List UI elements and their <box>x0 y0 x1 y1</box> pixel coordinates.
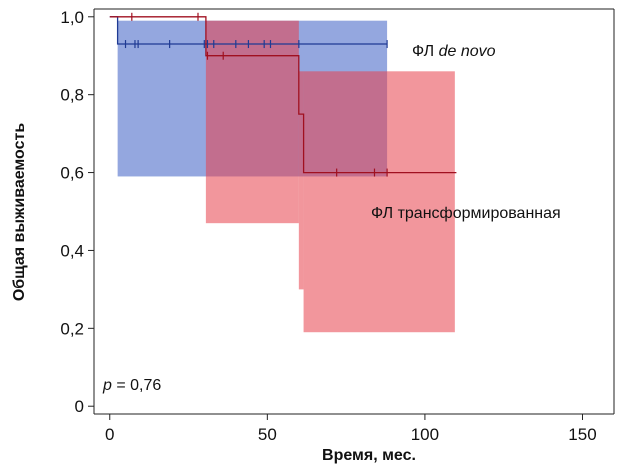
y-tick-label: 0,8 <box>60 86 84 105</box>
y-tick-label: 0,6 <box>60 164 84 183</box>
y-ticks: 0 0,2 0,4 0,6 0,8 1,0 <box>60 8 94 416</box>
survival-curves <box>109 16 457 174</box>
axes <box>93 8 615 415</box>
confidence-bands <box>117 20 455 333</box>
y-tick-label: 0,2 <box>60 319 84 338</box>
y-tick-label: 1,0 <box>60 8 84 27</box>
p-value-text: = 0,76 <box>112 377 161 394</box>
x-axis-title: Время, мес. <box>322 447 416 464</box>
x-ticks: 0 50 100 150 <box>105 414 597 444</box>
x-tick-label: 100 <box>411 425 439 444</box>
series-label-de-novo: ФЛ de novo <box>412 43 496 60</box>
p-value-annotation: p = 0,76 <box>102 377 161 394</box>
ci-band-transformed <box>205 20 299 224</box>
series-line-transformed <box>109 16 457 174</box>
series-label-de-novo-italic: de novo <box>439 43 496 60</box>
ci-band-transformed <box>298 71 304 290</box>
y-axis-title: Общая выживаемость <box>11 123 28 302</box>
x-tick-label: 150 <box>568 425 596 444</box>
series-label-transformed: ФЛ трансформированная <box>371 205 561 222</box>
y-tick-label: 0,4 <box>60 241 84 260</box>
censor-marks <box>124 12 388 177</box>
x-tick-label: 50 <box>258 425 277 444</box>
y-tick-label: 0 <box>75 397 84 416</box>
p-value-symbol: p <box>102 377 112 394</box>
ci-band-transformed <box>303 71 455 333</box>
x-tick-label: 0 <box>105 425 114 444</box>
series-label-de-novo-prefix: ФЛ <box>412 43 439 60</box>
